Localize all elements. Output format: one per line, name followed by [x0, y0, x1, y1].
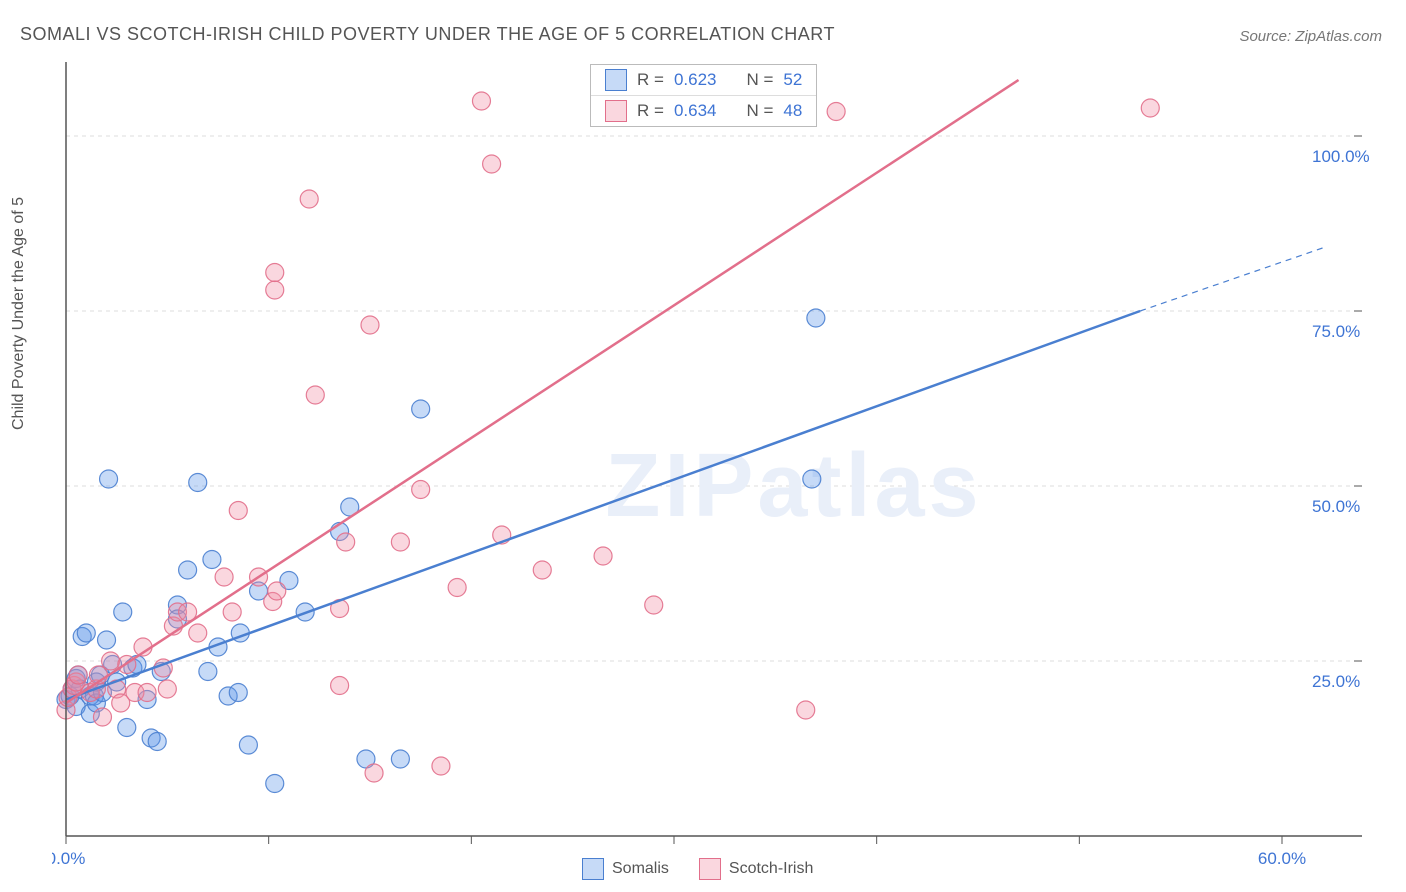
legend-item-scotch-irish: Scotch-Irish	[699, 858, 813, 880]
r-label: R =	[637, 70, 664, 90]
svg-text:50.0%: 50.0%	[1312, 497, 1360, 516]
chart-title: SOMALI VS SCOTCH-IRISH CHILD POVERTY UND…	[20, 24, 835, 45]
svg-text:ZIPatlas: ZIPatlas	[605, 436, 982, 536]
r-value: 0.634	[674, 101, 717, 121]
svg-text:0.0%: 0.0%	[52, 849, 85, 868]
n-value: 48	[783, 101, 802, 121]
series-legend: Somalis Scotch-Irish	[582, 858, 813, 880]
r-value: 0.623	[674, 70, 717, 90]
scatter-plot: ZIPatlas 25.0% 50.0% 75.0% 100.0% 0.0% 60.0%	[52, 56, 1392, 876]
svg-text:60.0%: 60.0%	[1258, 849, 1306, 868]
legend-row-somalis: R = 0.623 N = 52	[591, 65, 816, 95]
svg-text:75.0%: 75.0%	[1312, 322, 1360, 341]
svg-text:100.0%: 100.0%	[1312, 147, 1370, 166]
svg-text:25.0%: 25.0%	[1312, 672, 1360, 691]
r-label: R =	[637, 101, 664, 121]
chart-source: Source: ZipAtlas.com	[1239, 28, 1382, 45]
legend-label: Scotch-Irish	[729, 860, 813, 878]
swatch-icon	[699, 858, 721, 880]
n-label: N =	[746, 101, 773, 121]
n-value: 52	[783, 70, 802, 90]
correlation-legend: R = 0.623 N = 52 R = 0.634 N = 48	[590, 64, 817, 127]
n-label: N =	[746, 70, 773, 90]
swatch-icon	[605, 100, 627, 122]
y-axis-label: Child Poverty Under the Age of 5	[10, 197, 28, 430]
legend-item-somalis: Somalis	[582, 858, 669, 880]
swatch-icon	[582, 858, 604, 880]
legend-label: Somalis	[612, 860, 669, 878]
legend-row-scotch-irish: R = 0.634 N = 48	[591, 95, 816, 126]
swatch-icon	[605, 69, 627, 91]
